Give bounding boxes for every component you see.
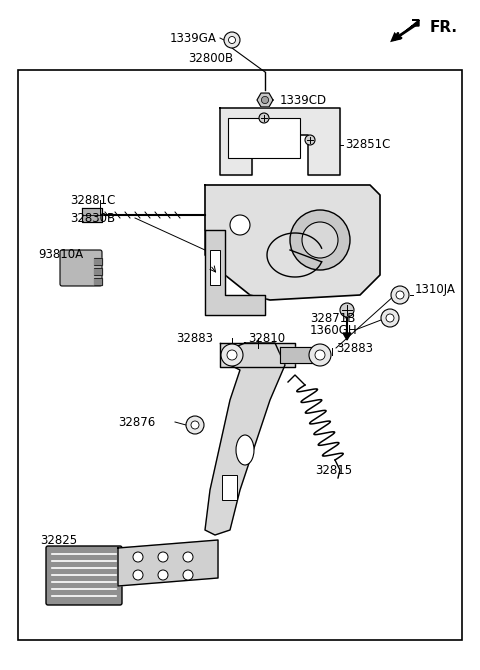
Circle shape xyxy=(183,570,193,580)
Polygon shape xyxy=(94,268,102,275)
Circle shape xyxy=(191,421,199,429)
Circle shape xyxy=(259,113,269,123)
Text: 32825: 32825 xyxy=(40,533,77,547)
Circle shape xyxy=(340,303,354,317)
Text: FR.: FR. xyxy=(430,21,458,36)
Text: 93810A: 93810A xyxy=(38,249,83,261)
Text: 32883: 32883 xyxy=(336,342,373,354)
Bar xyxy=(18,70,462,640)
Circle shape xyxy=(227,350,237,360)
Circle shape xyxy=(309,344,331,366)
Polygon shape xyxy=(280,347,320,363)
Text: 32810: 32810 xyxy=(248,332,285,344)
Text: 32830B: 32830B xyxy=(70,212,115,224)
Polygon shape xyxy=(205,343,285,535)
Text: 32800B: 32800B xyxy=(188,52,233,64)
Polygon shape xyxy=(220,108,340,175)
Text: 32851C: 32851C xyxy=(345,139,390,151)
Text: 32883: 32883 xyxy=(176,332,213,344)
Circle shape xyxy=(224,32,240,48)
Polygon shape xyxy=(220,343,295,367)
Text: 32876: 32876 xyxy=(118,415,155,429)
Circle shape xyxy=(133,552,143,562)
Circle shape xyxy=(186,416,204,434)
Circle shape xyxy=(386,314,394,322)
Polygon shape xyxy=(205,185,380,300)
Circle shape xyxy=(315,350,325,360)
Circle shape xyxy=(230,215,250,235)
Ellipse shape xyxy=(236,435,254,465)
Circle shape xyxy=(305,135,315,145)
Bar xyxy=(228,118,300,158)
FancyBboxPatch shape xyxy=(46,546,122,605)
Polygon shape xyxy=(257,93,273,107)
Circle shape xyxy=(183,552,193,562)
Circle shape xyxy=(158,570,168,580)
Circle shape xyxy=(228,36,236,44)
Circle shape xyxy=(158,552,168,562)
Text: 32871B: 32871B xyxy=(310,312,355,324)
Circle shape xyxy=(290,210,350,270)
Text: 32881C: 32881C xyxy=(70,194,115,206)
Polygon shape xyxy=(343,333,351,340)
Polygon shape xyxy=(395,20,419,40)
Polygon shape xyxy=(94,278,102,285)
Circle shape xyxy=(381,309,399,327)
Polygon shape xyxy=(94,258,102,265)
Text: 1360GH: 1360GH xyxy=(310,324,358,336)
Circle shape xyxy=(302,222,338,258)
Text: 1339CD: 1339CD xyxy=(280,94,327,107)
Text: 1310JA: 1310JA xyxy=(415,283,456,297)
Circle shape xyxy=(133,570,143,580)
FancyBboxPatch shape xyxy=(60,250,102,286)
Text: 1339GA: 1339GA xyxy=(170,31,217,44)
Bar xyxy=(222,475,237,500)
Polygon shape xyxy=(205,230,265,315)
Circle shape xyxy=(262,96,269,104)
Polygon shape xyxy=(118,540,218,586)
Circle shape xyxy=(221,344,243,366)
Circle shape xyxy=(396,291,404,299)
Bar xyxy=(210,250,220,285)
Circle shape xyxy=(391,286,409,304)
Polygon shape xyxy=(82,208,102,222)
Text: 32815: 32815 xyxy=(315,464,352,476)
